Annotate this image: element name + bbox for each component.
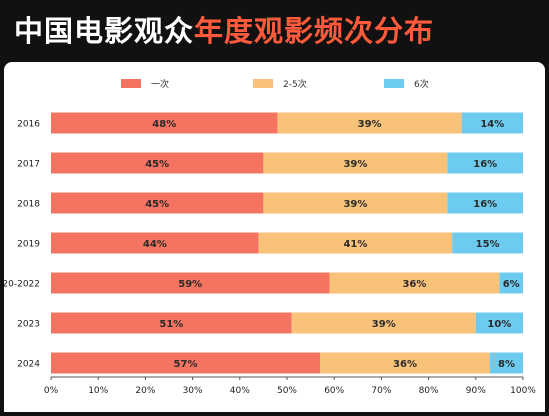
legend-label: 一次 (151, 78, 169, 90)
legend-swatch (384, 79, 404, 88)
legend-label: 2-5次 (283, 78, 307, 90)
data-label: 15% (476, 239, 500, 250)
x-tick-label: 70% (371, 386, 391, 396)
bar-segment (258, 232, 453, 254)
bar-segment (51, 272, 330, 294)
legend-label: 6次 (414, 78, 429, 90)
category-label: 2017 (17, 160, 40, 170)
bar-segment (51, 152, 264, 174)
data-label: 6% (503, 279, 520, 290)
data-label: 39% (372, 319, 396, 330)
data-label: 59% (178, 279, 202, 290)
bar-segment (329, 272, 500, 294)
x-tick-label: 80% (419, 386, 439, 396)
bar-segment (277, 112, 462, 134)
category-label: 2018 (17, 200, 40, 210)
x-tick-label: 60% (324, 386, 344, 396)
data-label: 45% (145, 159, 169, 170)
bar-segment (51, 312, 292, 334)
bar-segment (291, 312, 476, 334)
data-label: 45% (145, 199, 169, 210)
bar-segment (263, 152, 448, 174)
chart-panel: 一次 2-5次 6次 2016 48% 39% 14% 2017 45% 39% 16% 2018 45… (0, 62, 545, 412)
bar-segment (320, 352, 490, 374)
category-label: 2016 (17, 120, 40, 130)
legend-swatch (253, 79, 273, 88)
x-tick-label: 40% (230, 386, 250, 396)
x-tick-label: 0% (44, 386, 59, 396)
bar-segment (499, 272, 523, 294)
x-tick-label: 30% (183, 386, 203, 396)
data-label: 10% (487, 319, 511, 330)
stacked-bar-chart: 一次 2-5次 6次 2016 48% 39% 14% 2017 45% 39% 16% 2018 45… (0, 78, 536, 396)
data-label: 41% (343, 239, 367, 250)
data-label: 39% (343, 159, 367, 170)
x-tick-label: 20% (135, 386, 155, 396)
x-tick-label: 90% (466, 386, 486, 396)
bar-segment (447, 192, 523, 214)
data-label: 51% (159, 319, 183, 330)
data-label: 36% (402, 279, 426, 290)
bar-segment (461, 112, 523, 134)
bar-segment (51, 232, 259, 254)
bar-segment (51, 112, 278, 134)
x-tick-label: 10% (88, 386, 108, 396)
category-label: 2024 (17, 360, 40, 370)
data-label: 48% (152, 119, 176, 130)
data-label: 44% (143, 239, 167, 250)
title-part-white: 中国电影观众 (14, 14, 195, 48)
data-label: 39% (343, 199, 367, 210)
bar-segment (447, 152, 523, 174)
bar-segment (51, 192, 264, 214)
x-tick-label: 100% (510, 386, 536, 396)
data-label: 14% (480, 119, 504, 130)
bar-segment (263, 192, 448, 214)
title-part-accent: 年度观影频次分布 (194, 14, 435, 48)
data-label: 16% (473, 199, 497, 210)
data-label: 36% (393, 359, 417, 370)
legend-swatch (121, 79, 141, 88)
data-label: 57% (174, 359, 198, 370)
category-label: 2020-2022 (4, 280, 40, 290)
data-label: 16% (473, 159, 497, 170)
category-label: 2019 (17, 240, 40, 250)
category-label: 2023 (17, 320, 40, 330)
bar-segment (51, 352, 321, 374)
title-bar: 中国电影观众 年度观影频次分布 (0, 0, 549, 58)
x-tick-label: 50% (277, 386, 297, 396)
data-label: 8% (498, 359, 515, 370)
data-label: 39% (358, 119, 382, 130)
bar-segment (489, 352, 523, 374)
bar-segment (452, 232, 523, 254)
bar-segment (475, 312, 523, 334)
